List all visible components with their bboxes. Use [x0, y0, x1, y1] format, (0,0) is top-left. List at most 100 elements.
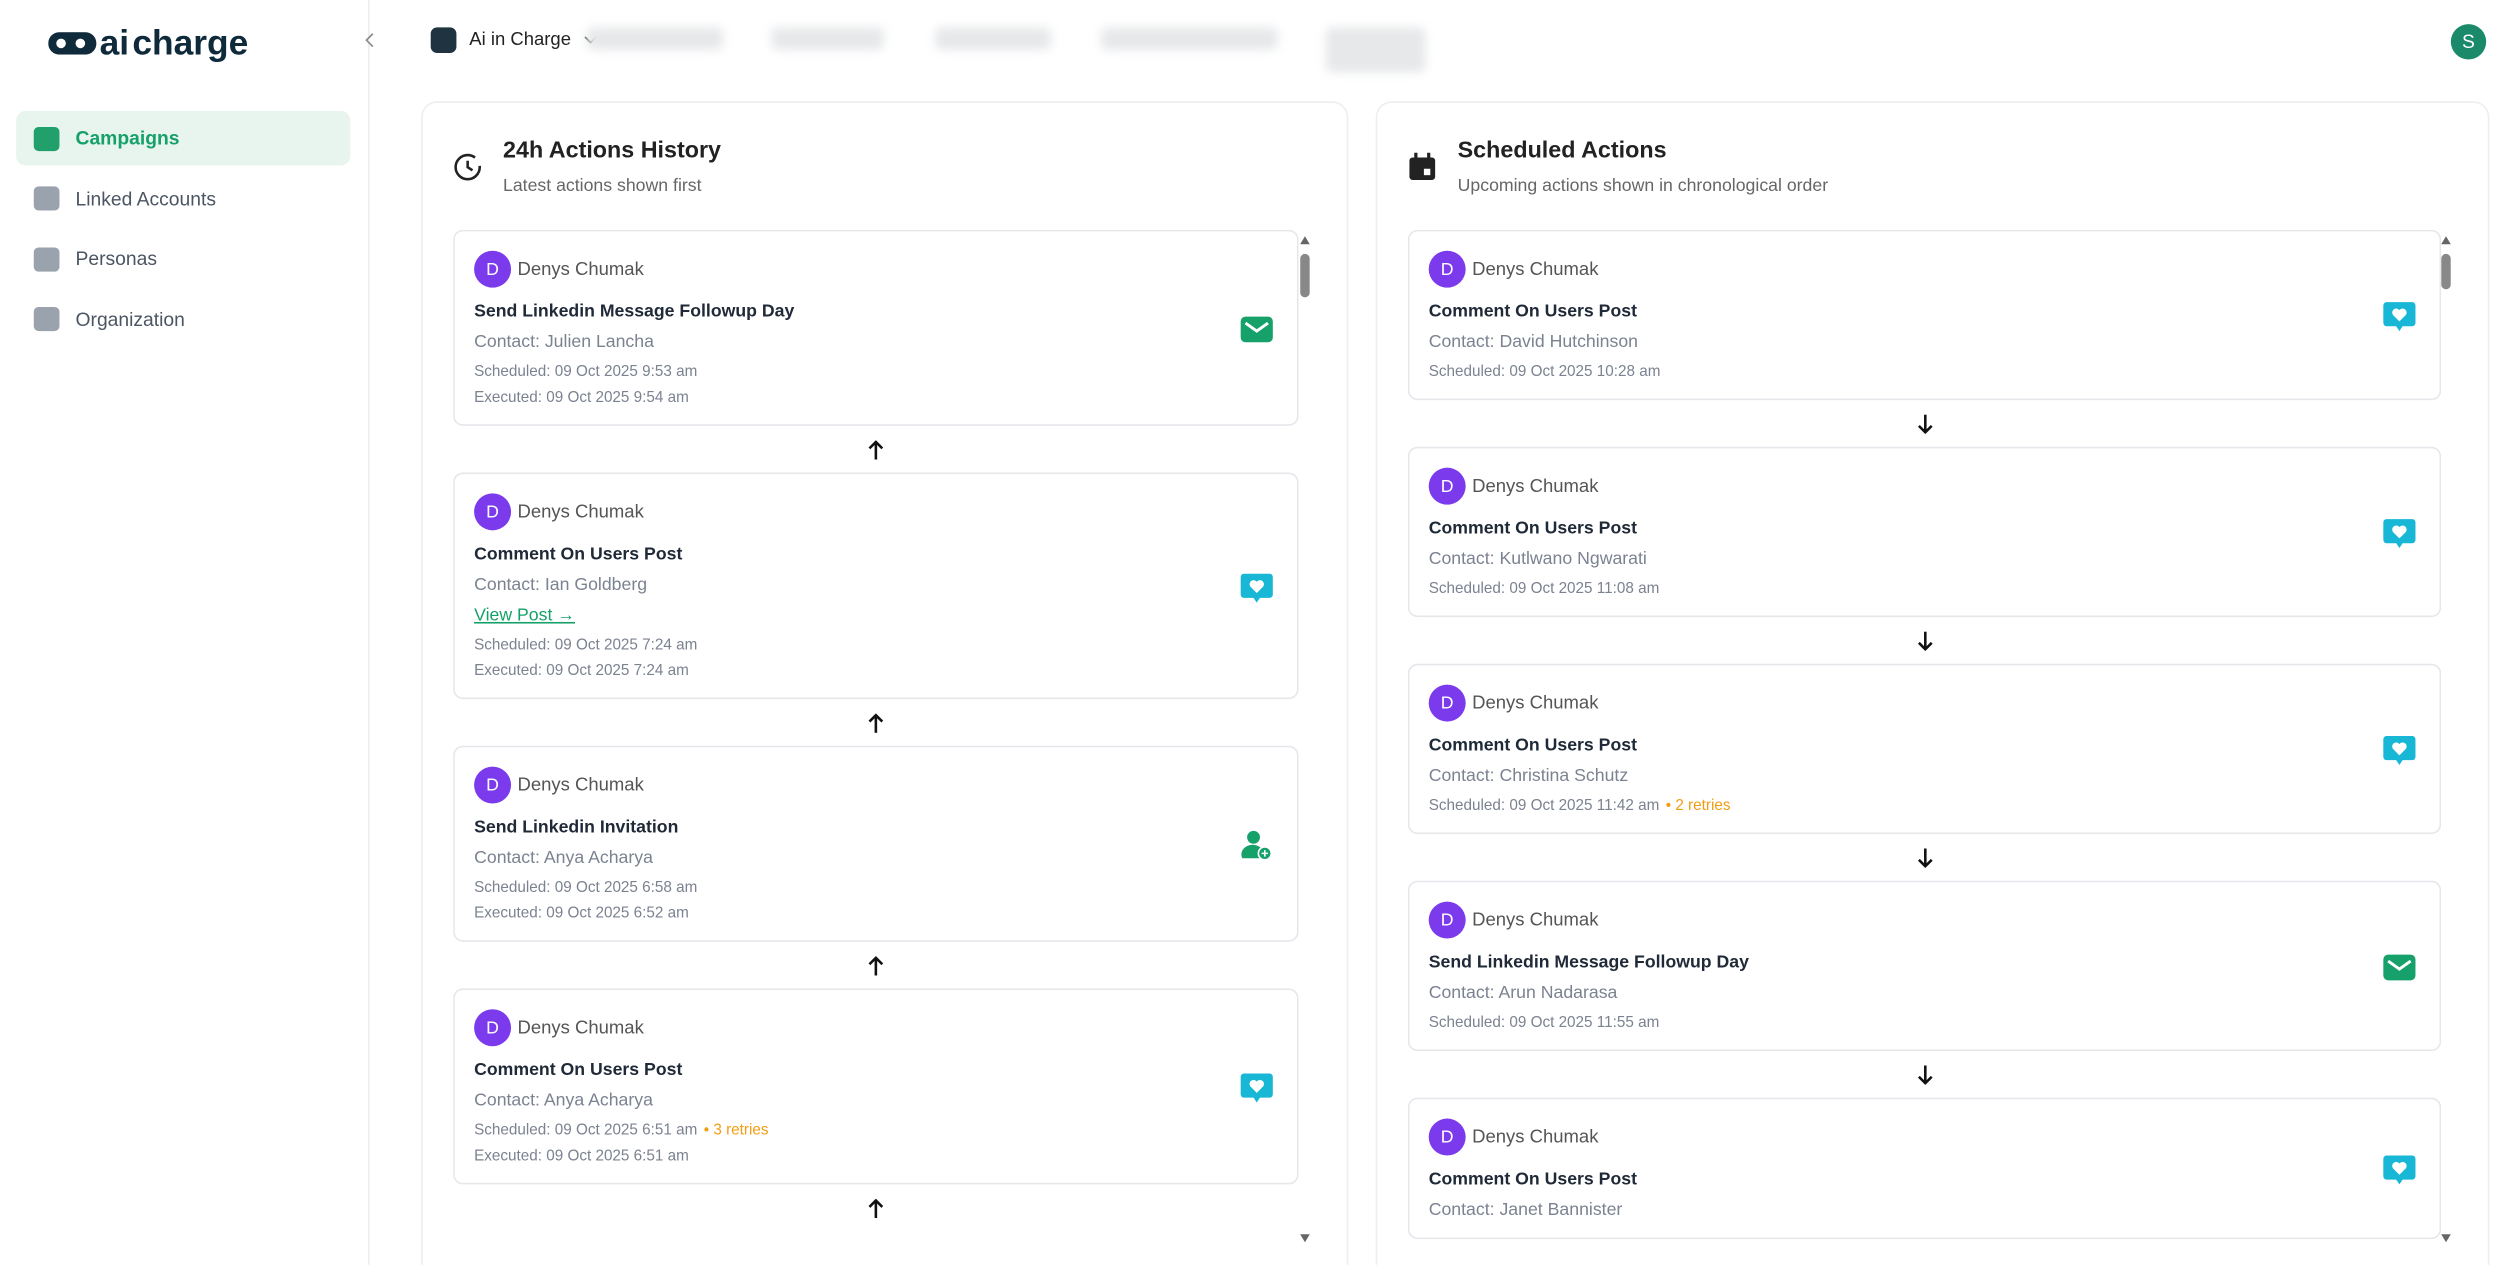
- action-icon: [2383, 736, 2416, 765]
- scheduled-text: Scheduled: 09 Oct 2025 11:55 am: [1428, 1014, 1660, 1032]
- action-name: Comment On Users Post: [1428, 519, 1637, 539]
- scheduled-time: Scheduled: 09 Oct 2025 6:51 am • 3 retrie…: [474, 1122, 1278, 1140]
- executed-time: Executed: 09 Oct 2025 9:54 am: [474, 388, 689, 407]
- history-list: D Denys Chumak Send Linkedin Message Follo…: [453, 229, 1299, 1259]
- panel-subtitle: Upcoming actions shown in chronological …: [1457, 176, 1829, 197]
- action-card: D Denys Chumak Comment On Users Post Contac…: [1407, 229, 2442, 401]
- user-name: Denys Chumak: [517, 775, 644, 795]
- user-name: Denys Chumak: [517, 1018, 644, 1038]
- user-avatar: D: [1428, 901, 1466, 939]
- action-icon: [2383, 302, 2416, 332]
- history-icon: [454, 153, 482, 181]
- user-avatar: D: [1428, 250, 1466, 288]
- logo-icon: [48, 32, 97, 55]
- calendar-icon: [1409, 152, 1436, 180]
- nav-item[interactable]: Campaigns: [16, 110, 351, 166]
- panel-subtitle: Latest actions shown first: [503, 176, 702, 197]
- contact: Contact: Anya Acharya: [474, 1091, 653, 1111]
- user-avatar: D: [1428, 684, 1466, 722]
- logo-text: ai: [99, 22, 130, 63]
- contact: Contact: Ian Goldberg: [474, 575, 648, 595]
- scheduled-text: Scheduled: 09 Oct 2025 7:24 am: [474, 636, 698, 655]
- user-name: Denys Chumak: [1472, 1127, 1599, 1147]
- action-icon: [2383, 1155, 2416, 1185]
- user-avatar[interactable]: S: [2450, 24, 2487, 60]
- user-name: Denys Chumak: [1472, 476, 1599, 496]
- user-name: Denys Chumak: [517, 502, 644, 522]
- scheduled-time: Scheduled: 09 Oct 2025 11:42 am • 2 retri…: [1429, 797, 2421, 815]
- executed-time: Executed: 09 Oct 2025 6:52 am: [474, 904, 689, 923]
- nav-item[interactable]: Personas: [16, 231, 350, 286]
- arrow: [1408, 834, 2441, 881]
- action-name: Send Linkedin Message Followup Day: [1428, 953, 1749, 973]
- scheduled-time: Scheduled: 09 Oct 2025 11:08 am: [1429, 580, 2421, 598]
- contact: Contact: Arun Nadarasa: [1428, 983, 1618, 1003]
- card-user: D Denys Chumak: [474, 493, 1278, 531]
- action-icon: [1240, 1073, 1273, 1103]
- action-icon: [1241, 830, 1273, 861]
- action-name: Send Linkedin Invitation: [474, 818, 679, 838]
- arrow: [453, 942, 1298, 989]
- scheduled-text: Scheduled: 09 Oct 2025 6:58 am: [474, 879, 698, 897]
- history-panel: 24h Actions History Latest actions shown…: [421, 101, 1349, 1265]
- topbar: Ai in Charge S: [370, 0, 2520, 80]
- action-icon: [2383, 519, 2416, 549]
- action-name: Send Linkedin Message Followup Day: [474, 302, 795, 322]
- card-user: D Denys Chumak: [474, 250, 1278, 288]
- contact: Contact: David Hutchinson: [1428, 332, 1639, 352]
- action-card: D Denys Chumak Send Linkedin Invitation Con…: [453, 745, 1299, 942]
- scheduled-panel: Scheduled Actions Upcoming actions shown…: [1375, 101, 2490, 1265]
- user-name: Denys Chumak: [1472, 910, 1599, 930]
- blurred-tab: [586, 27, 724, 50]
- panel-title: Scheduled Actions: [1457, 138, 1667, 164]
- user-name: Denys Chumak: [1472, 693, 1599, 713]
- scheduled-text: Scheduled: 09 Oct 2025 10:28 am: [1428, 363, 1661, 381]
- card-user: D Denys Chumak: [1428, 684, 2421, 722]
- card-user: D Denys Chumak: [474, 766, 1278, 804]
- nav-item[interactable]: Organization: [16, 292, 350, 347]
- user-name: Denys Chumak: [1472, 259, 1599, 279]
- executed-time: Executed: 09 Oct 2025 7:24 am: [474, 662, 689, 680]
- scrollbar: [2441, 236, 2451, 1243]
- blurred-tab: [1100, 27, 1278, 50]
- blurred-tab: [771, 27, 884, 50]
- blurred-tab: [935, 27, 1052, 50]
- action-card: D Denys Chumak Comment On Users Post Contac…: [1407, 1097, 2442, 1240]
- contact: Contact: Janet Bannister: [1428, 1200, 1623, 1220]
- nav-item[interactable]: Linked Accounts: [16, 171, 350, 226]
- action-card: D Denys Chumak Send Linkedin Message Follo…: [1407, 880, 2442, 1052]
- card-user: D Denys Chumak: [474, 1009, 1278, 1047]
- retries: • 2 retries: [1665, 797, 1731, 815]
- workspace[interactable]: Ai in Charge: [430, 27, 599, 54]
- user-avatar: D: [1428, 1118, 1466, 1156]
- card-user: D Denys Chumak: [1428, 1118, 2421, 1156]
- logo: ai charge: [48, 22, 248, 64]
- contact: Contact: Julien Lancha: [474, 332, 654, 352]
- arrow: [453, 426, 1298, 473]
- action-name: Comment On Users Post: [1428, 736, 1637, 756]
- arrow: [1408, 617, 2441, 664]
- workspace-name: Ai in Charge: [469, 30, 571, 50]
- scheduled-time: Scheduled: 09 Oct 2025 11:55 am: [1429, 1014, 2421, 1032]
- card-user: D Denys Chumak: [1428, 467, 2421, 505]
- user-name: Denys Chumak: [517, 259, 644, 279]
- scheduled-text: Scheduled: 09 Oct 2025 11:08 am: [1428, 580, 1660, 598]
- action-card: D Denys Chumak Comment On Users Post Contac…: [453, 988, 1299, 1185]
- view-post-link[interactable]: View Post →: [474, 605, 575, 626]
- scheduled-time: Scheduled: 09 Oct 2025 9:53 am: [474, 363, 1278, 381]
- action-card: D Denys Chumak Comment On Users Post Contac…: [453, 472, 1299, 700]
- contact: Contact: Anya Acharya: [474, 848, 653, 868]
- sidebar: ai charge Campaigns Linked Accounts Persona…: [0, 0, 370, 1265]
- scheduled-text: Scheduled: 09 Oct 2025 6:51 am: [474, 1121, 698, 1140]
- executed-time: Executed: 09 Oct 2025 6:51 am: [474, 1147, 689, 1166]
- collapse[interactable]: [362, 31, 381, 50]
- action-name: Comment On Users Post: [474, 544, 683, 565]
- user-avatar: D: [474, 766, 512, 804]
- action-icon: [1240, 316, 1273, 343]
- action-card: D Denys Chumak Comment On Users Post Contac…: [1407, 663, 2442, 835]
- card-user: D Denys Chumak: [1428, 250, 2421, 288]
- user-avatar: D: [474, 493, 512, 531]
- contact: Contact: Kutlwano Ngwarati: [1428, 549, 1647, 569]
- action-name: Comment On Users Post: [1428, 1169, 1637, 1190]
